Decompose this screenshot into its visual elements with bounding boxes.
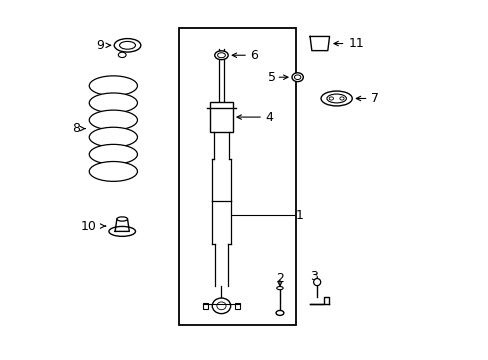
Ellipse shape xyxy=(117,217,127,221)
Ellipse shape xyxy=(109,226,135,237)
Text: 6: 6 xyxy=(250,49,258,62)
Ellipse shape xyxy=(89,144,137,164)
Bar xyxy=(234,303,240,309)
Ellipse shape xyxy=(119,41,135,49)
Ellipse shape xyxy=(294,75,300,80)
Ellipse shape xyxy=(89,162,137,181)
Text: 9: 9 xyxy=(97,39,104,52)
Circle shape xyxy=(313,279,320,285)
Ellipse shape xyxy=(89,110,137,130)
Text: 1: 1 xyxy=(295,209,303,222)
Text: 7: 7 xyxy=(370,92,378,105)
Ellipse shape xyxy=(89,76,137,96)
Ellipse shape xyxy=(326,94,346,103)
Ellipse shape xyxy=(212,298,230,314)
Ellipse shape xyxy=(328,97,333,100)
Bar xyxy=(179,28,295,325)
Bar xyxy=(203,303,207,309)
Ellipse shape xyxy=(216,302,225,310)
Text: 2: 2 xyxy=(275,272,284,285)
Text: 8: 8 xyxy=(72,122,80,135)
Ellipse shape xyxy=(276,310,283,315)
Ellipse shape xyxy=(89,93,137,113)
Ellipse shape xyxy=(321,91,351,106)
Text: 11: 11 xyxy=(347,37,364,50)
Text: 3: 3 xyxy=(309,270,317,283)
Ellipse shape xyxy=(214,51,228,60)
Ellipse shape xyxy=(217,53,225,58)
Text: 5: 5 xyxy=(267,71,275,84)
Bar xyxy=(209,102,232,132)
Text: 4: 4 xyxy=(265,111,273,123)
Ellipse shape xyxy=(339,97,344,100)
Text: 10: 10 xyxy=(81,220,97,233)
Ellipse shape xyxy=(291,73,303,82)
Polygon shape xyxy=(309,36,329,51)
Ellipse shape xyxy=(118,52,126,58)
Ellipse shape xyxy=(114,39,141,52)
Ellipse shape xyxy=(89,127,137,147)
Ellipse shape xyxy=(276,287,283,290)
